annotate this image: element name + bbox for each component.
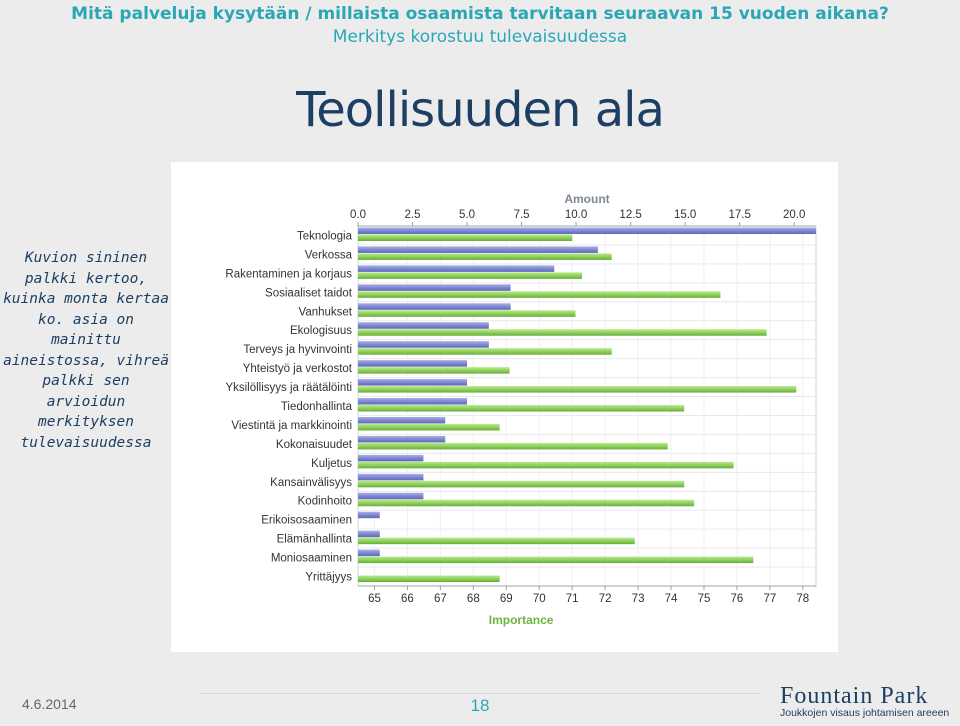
category-label: Kodinhoito xyxy=(298,496,352,508)
category-label: Sosiaaliset taidot xyxy=(265,287,353,299)
amount-bar xyxy=(358,246,598,253)
header-line1: Mitä palveluja kysytään / millaista osaa… xyxy=(71,4,889,24)
importance-bar xyxy=(358,291,721,298)
bottom-axis-tick-label: 76 xyxy=(731,593,744,605)
amount-bar xyxy=(358,322,489,329)
amount-bar xyxy=(358,360,468,367)
amount-bar xyxy=(358,435,446,443)
company-logo: Fountain Park Joukkojen visaus johtamise… xyxy=(780,683,960,719)
bottom-axis-tick-label: 68 xyxy=(467,593,480,605)
importance-bar xyxy=(358,348,612,355)
importance-bar xyxy=(358,234,573,241)
importance-bar xyxy=(358,253,612,260)
category-label: Yhteistyö ja verkostot xyxy=(243,363,353,375)
category-label: Terveys ja hyvinvointi xyxy=(243,344,352,356)
category-label: Kuljetus xyxy=(311,458,352,470)
bottom-axis-tick-label: 71 xyxy=(566,593,579,605)
amount-bar xyxy=(358,454,424,462)
amount-bar xyxy=(358,530,380,538)
bottom-axis-tick-label: 77 xyxy=(763,593,776,605)
top-axis-tick-label: 15.0 xyxy=(674,209,696,221)
bottom-axis-tick-label: 67 xyxy=(434,593,447,605)
slide-title: Teollisuuden ala xyxy=(296,82,665,138)
category-label: Verkossa xyxy=(305,249,353,261)
importance-bar xyxy=(358,272,583,279)
importance-bar xyxy=(358,575,500,583)
bottom-axis-tick-label: 78 xyxy=(796,593,809,605)
category-label: Vanhukset xyxy=(299,306,353,318)
bottom-axis-tick-label: 69 xyxy=(500,593,513,605)
footer-divider xyxy=(200,693,760,694)
side-note: Kuvion sininen palkki kertoo, kuinka mon… xyxy=(3,250,169,451)
footer-date: 4.6.2014 xyxy=(22,696,77,712)
amount-bar xyxy=(358,492,424,500)
bottom-axis-tick-label: 72 xyxy=(599,593,612,605)
category-label: Yrittäjyys xyxy=(305,572,352,584)
bottom-axis-tick-label: 74 xyxy=(665,593,678,605)
top-axis-tick-label: 20.0 xyxy=(783,209,805,221)
top-axis-tick-label: 0.0 xyxy=(350,209,366,221)
bottom-axis-tick-label: 70 xyxy=(533,593,546,605)
bottom-axis-tick-label: 75 xyxy=(698,593,711,605)
category-label: Tiedonhallinta xyxy=(281,401,353,413)
amount-bar xyxy=(358,284,511,291)
importance-bar xyxy=(358,480,685,488)
category-label: Rakentaminen ja korjaus xyxy=(225,268,352,280)
category-label: Erikoisosaaminen xyxy=(261,515,352,527)
amount-bar xyxy=(358,511,380,519)
category-label: Kansainvälisyys xyxy=(270,477,352,489)
amount-bar xyxy=(358,341,489,348)
top-axis-tick-label: 5.0 xyxy=(459,209,475,221)
category-label: Teknologia xyxy=(297,230,353,242)
category-label: Viestintä ja markkinointi xyxy=(231,420,352,432)
top-axis-title: Amount xyxy=(564,192,609,206)
importance-bar xyxy=(358,405,685,412)
bar-chart: Teknologia Verkossa Rakentaminen ja korjau… xyxy=(225,192,817,627)
bottom-axis-tick-label: 73 xyxy=(632,593,645,605)
category-label: Moniosaaminen xyxy=(271,553,352,565)
chart-panel: Teknologia Verkossa Rakentaminen ja korjau… xyxy=(171,162,838,652)
top-axis-tick-label: 17.5 xyxy=(728,209,750,221)
importance-bar xyxy=(358,367,510,374)
bottom-axis-tick-label: 65 xyxy=(368,593,381,605)
amount-bar xyxy=(358,303,511,310)
amount-bar xyxy=(358,473,424,481)
importance-bar xyxy=(358,537,635,545)
importance-bar xyxy=(358,423,500,431)
importance-bar xyxy=(358,386,797,393)
top-axis-tick-label: 12.5 xyxy=(619,209,641,221)
amount-bar xyxy=(358,549,380,557)
logo-tagline: Joukkojen visaus johtamisen areeen xyxy=(780,707,950,719)
category-label: Yksilöllisyys ja räätälöinti xyxy=(225,382,352,394)
amount-bar xyxy=(358,416,446,424)
amount-bar xyxy=(358,398,468,405)
amount-bar xyxy=(358,227,816,234)
header-line2: Merkitys korostuu tulevaisuudessa xyxy=(332,27,628,47)
top-axis-tick-label: 10.0 xyxy=(565,209,587,221)
page-number: 18 xyxy=(470,696,490,715)
importance-bar xyxy=(358,461,734,469)
bottom-axis-title: Importance xyxy=(489,613,554,627)
importance-bar xyxy=(358,442,668,450)
bottom-axis-tick-label: 66 xyxy=(401,593,414,605)
category-label: Kokonaisuudet xyxy=(276,439,353,451)
logo-wordmark: Fountain Park xyxy=(780,683,929,709)
amount-bar xyxy=(358,265,555,272)
importance-bar xyxy=(358,310,576,317)
importance-bar xyxy=(358,329,767,336)
top-axis-tick-label: 2.5 xyxy=(405,209,421,221)
importance-bar xyxy=(358,499,695,507)
top-axis-tick-label: 7.5 xyxy=(514,209,530,221)
category-label: Ekologisuus xyxy=(290,325,352,337)
amount-bar xyxy=(358,379,468,386)
importance-bar xyxy=(358,556,754,564)
category-label: Elämänhallinta xyxy=(277,534,353,546)
